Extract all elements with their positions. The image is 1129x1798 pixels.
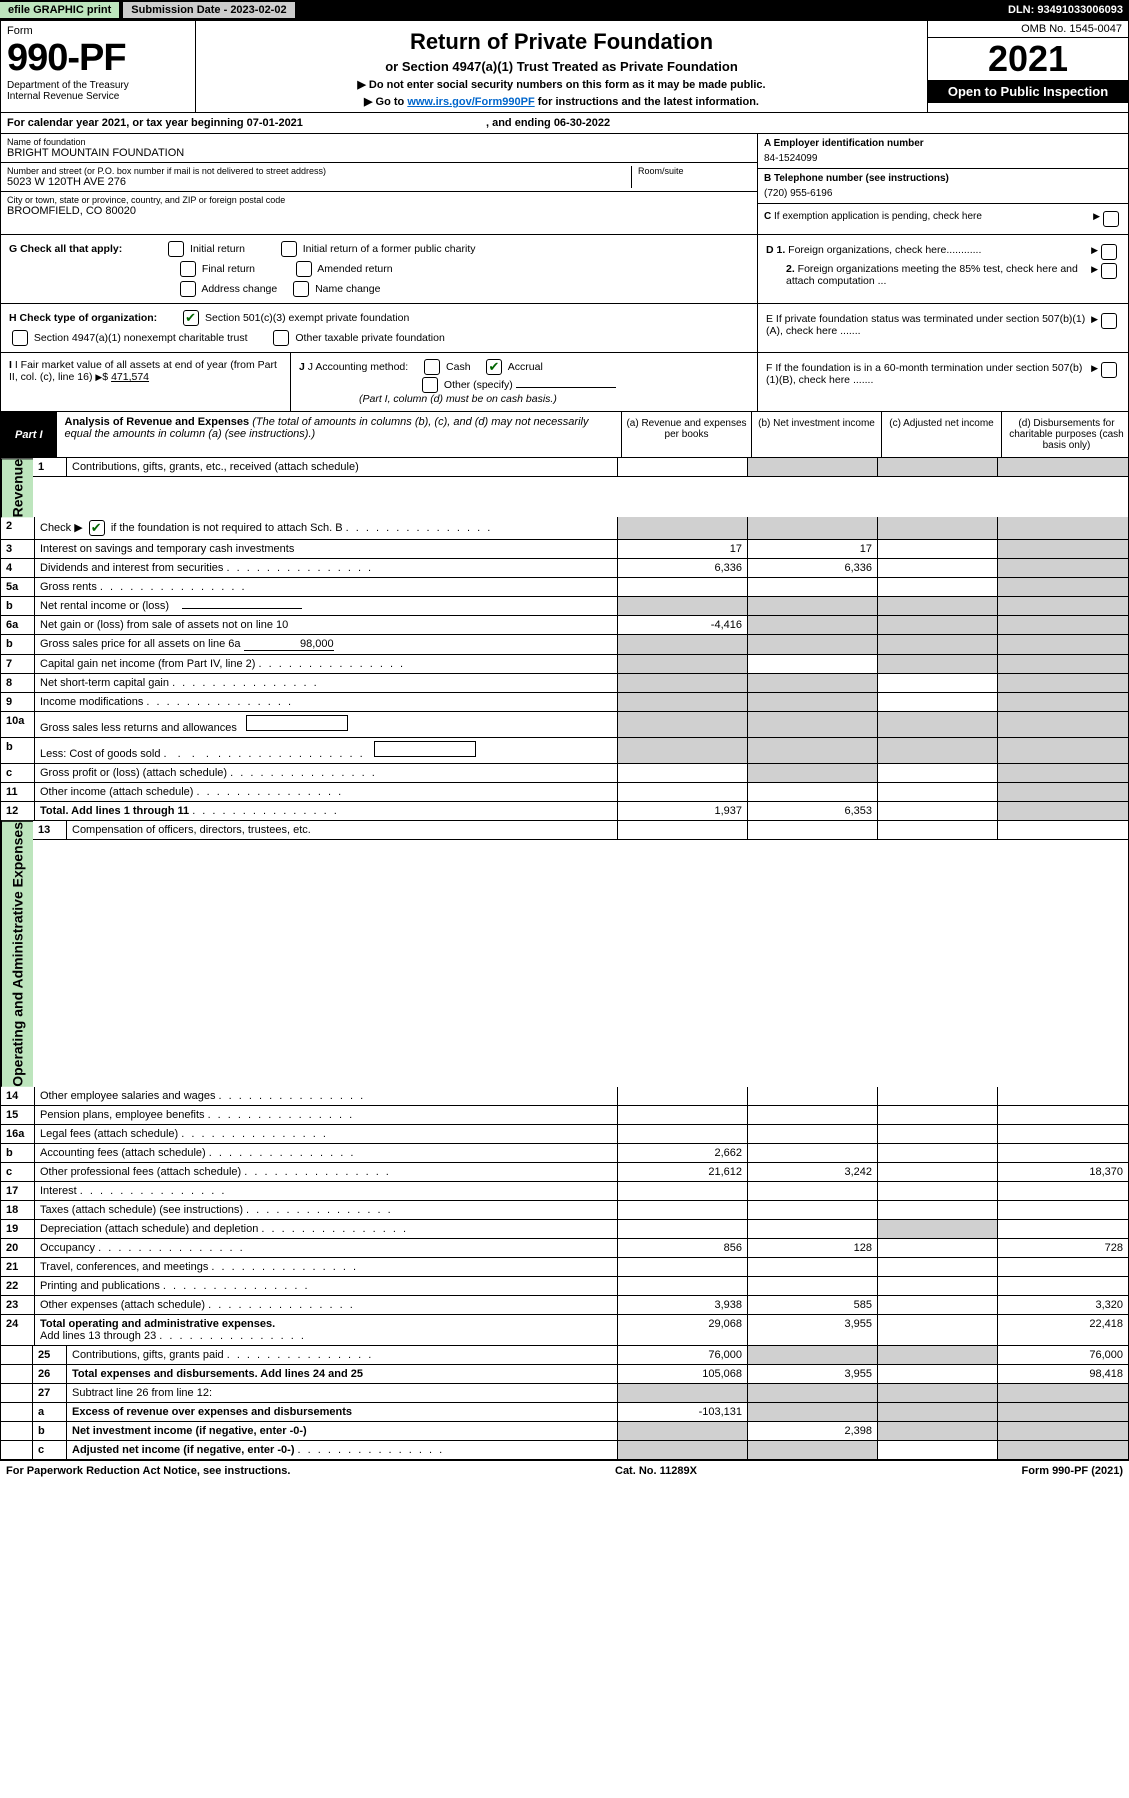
- g-d-section: G Check all that apply: Initial return I…: [0, 235, 1129, 304]
- g-amended[interactable]: [296, 261, 312, 277]
- subtitle: or Section 4947(a)(1) Trust Treated as P…: [202, 59, 921, 74]
- phone-label: B Telephone number (see instructions): [764, 173, 949, 184]
- ein-label: A Employer identification number: [764, 138, 924, 149]
- j-accrual[interactable]: [486, 359, 502, 375]
- part1-header: Part I Analysis of Revenue and Expenses …: [0, 412, 1129, 458]
- note2: ▶ Go to www.irs.gov/Form990PF for instru…: [202, 95, 921, 108]
- title: Return of Private Foundation: [202, 29, 921, 55]
- h-label: H Check type of organization:: [9, 312, 157, 324]
- col-a: (a) Revenue and expenses per books: [621, 412, 751, 457]
- addr-label: Number and street (or P.O. box number if…: [7, 166, 631, 176]
- i-value: 471,574: [111, 371, 149, 383]
- g-address[interactable]: [180, 281, 196, 297]
- d2-checkbox[interactable]: [1101, 263, 1117, 279]
- e-checkbox[interactable]: [1101, 313, 1117, 329]
- arrow-icon: [1091, 362, 1098, 374]
- g-final[interactable]: [180, 261, 196, 277]
- arrow-icon: [1091, 263, 1098, 275]
- part-desc: Analysis of Revenue and Expenses (The to…: [57, 412, 621, 457]
- arrow-icon: [1091, 244, 1098, 256]
- info-right: A Employer identification number 84-1524…: [758, 134, 1128, 234]
- h-4947[interactable]: [12, 330, 28, 346]
- note1: ▶ Do not enter social security numbers o…: [202, 78, 921, 91]
- footer-left: For Paperwork Reduction Act Notice, see …: [6, 1465, 290, 1477]
- dln: DLN: 93491033006093: [1002, 2, 1129, 18]
- ein-value: 84-1524099: [764, 153, 1122, 164]
- f-checkbox[interactable]: [1101, 362, 1117, 378]
- j-cash[interactable]: [424, 359, 440, 375]
- title-block: Return of Private Foundation or Section …: [196, 21, 928, 112]
- ij-section: I I Fair market value of all assets at e…: [0, 353, 1129, 412]
- col-d: (d) Disbursements for charitable purpose…: [1001, 412, 1129, 457]
- footer-right: Form 990-PF (2021): [1022, 1465, 1124, 1477]
- city-label: City or town, state or province, country…: [7, 195, 751, 205]
- h-e-section: H Check type of organization: Section 50…: [0, 304, 1129, 353]
- h-section: H Check type of organization: Section 50…: [1, 304, 758, 352]
- open-public: Open to Public Inspection: [928, 80, 1128, 103]
- g-initial-former[interactable]: [281, 241, 297, 257]
- year-block: OMB No. 1545-0047 2021 Open to Public In…: [928, 21, 1128, 112]
- expenses-label: Operating and Administrative Expenses: [1, 821, 33, 1087]
- f-section: F If the foundation is in a 60-month ter…: [758, 353, 1128, 411]
- form-header: Form 990-PF Department of the Treasury I…: [0, 20, 1129, 113]
- form-label: Form: [7, 25, 189, 37]
- h-501c3[interactable]: [183, 310, 199, 326]
- footer-mid: Cat. No. 11289X: [615, 1465, 697, 1477]
- omb: OMB No. 1545-0047: [928, 21, 1128, 38]
- calendar-row: For calendar year 2021, or tax year begi…: [0, 113, 1129, 134]
- form-number: 990-PF: [7, 37, 189, 80]
- schb-checkbox[interactable]: [89, 520, 105, 536]
- room-label: Room/suite: [638, 166, 751, 176]
- arrow-icon: [1091, 313, 1098, 325]
- info-left: Name of foundation BRIGHT MOUNTAIN FOUND…: [1, 134, 758, 234]
- j-note: (Part I, column (d) must be on cash basi…: [359, 393, 749, 405]
- form-link[interactable]: www.irs.gov/Form990PF: [407, 96, 534, 108]
- arrow-icon: [1093, 211, 1100, 222]
- form-id-block: Form 990-PF Department of the Treasury I…: [1, 21, 196, 112]
- part1-table: Revenue 1Contributions, gifts, grants, e…: [0, 458, 1129, 1461]
- submission-date: Submission Date - 2023-02-02: [123, 2, 294, 18]
- addr-value: 5023 W 120TH AVE 276: [7, 176, 631, 188]
- d1-checkbox[interactable]: [1101, 244, 1117, 260]
- g-label: G Check all that apply:: [9, 243, 122, 255]
- i-section: I I Fair market value of all assets at e…: [1, 353, 291, 411]
- g-section: G Check all that apply: Initial return I…: [1, 235, 758, 303]
- col-c: (c) Adjusted net income: [881, 412, 1001, 457]
- d-section: D 1. Foreign organizations, check here..…: [758, 235, 1128, 303]
- irs: Internal Revenue Service: [7, 91, 189, 102]
- name-label: Name of foundation: [7, 137, 751, 147]
- j-other[interactable]: [422, 377, 438, 393]
- city-value: BROOMFIELD, CO 80020: [7, 205, 751, 217]
- revenue-label: Revenue: [1, 458, 33, 517]
- c-checkbox[interactable]: [1103, 211, 1119, 227]
- year: 2021: [928, 38, 1128, 80]
- efile-badge[interactable]: efile GRAPHIC print: [0, 2, 119, 18]
- j-section: J J Accounting method: Cash Accrual Othe…: [291, 353, 758, 411]
- c-label: If exemption application is pending, che…: [774, 211, 982, 222]
- col-b: (b) Net investment income: [751, 412, 881, 457]
- dept: Department of the Treasury: [7, 80, 189, 91]
- phone-value: (720) 955-6196: [764, 188, 1122, 199]
- foundation-name: BRIGHT MOUNTAIN FOUNDATION: [7, 147, 751, 159]
- footer: For Paperwork Reduction Act Notice, see …: [0, 1461, 1129, 1481]
- g-name[interactable]: [293, 281, 309, 297]
- info-grid: Name of foundation BRIGHT MOUNTAIN FOUND…: [0, 134, 1129, 235]
- e-section: E If private foundation status was termi…: [758, 304, 1128, 352]
- g-initial[interactable]: [168, 241, 184, 257]
- part-label: Part I: [1, 412, 57, 457]
- topbar: efile GRAPHIC print Submission Date - 20…: [0, 0, 1129, 20]
- h-other[interactable]: [273, 330, 289, 346]
